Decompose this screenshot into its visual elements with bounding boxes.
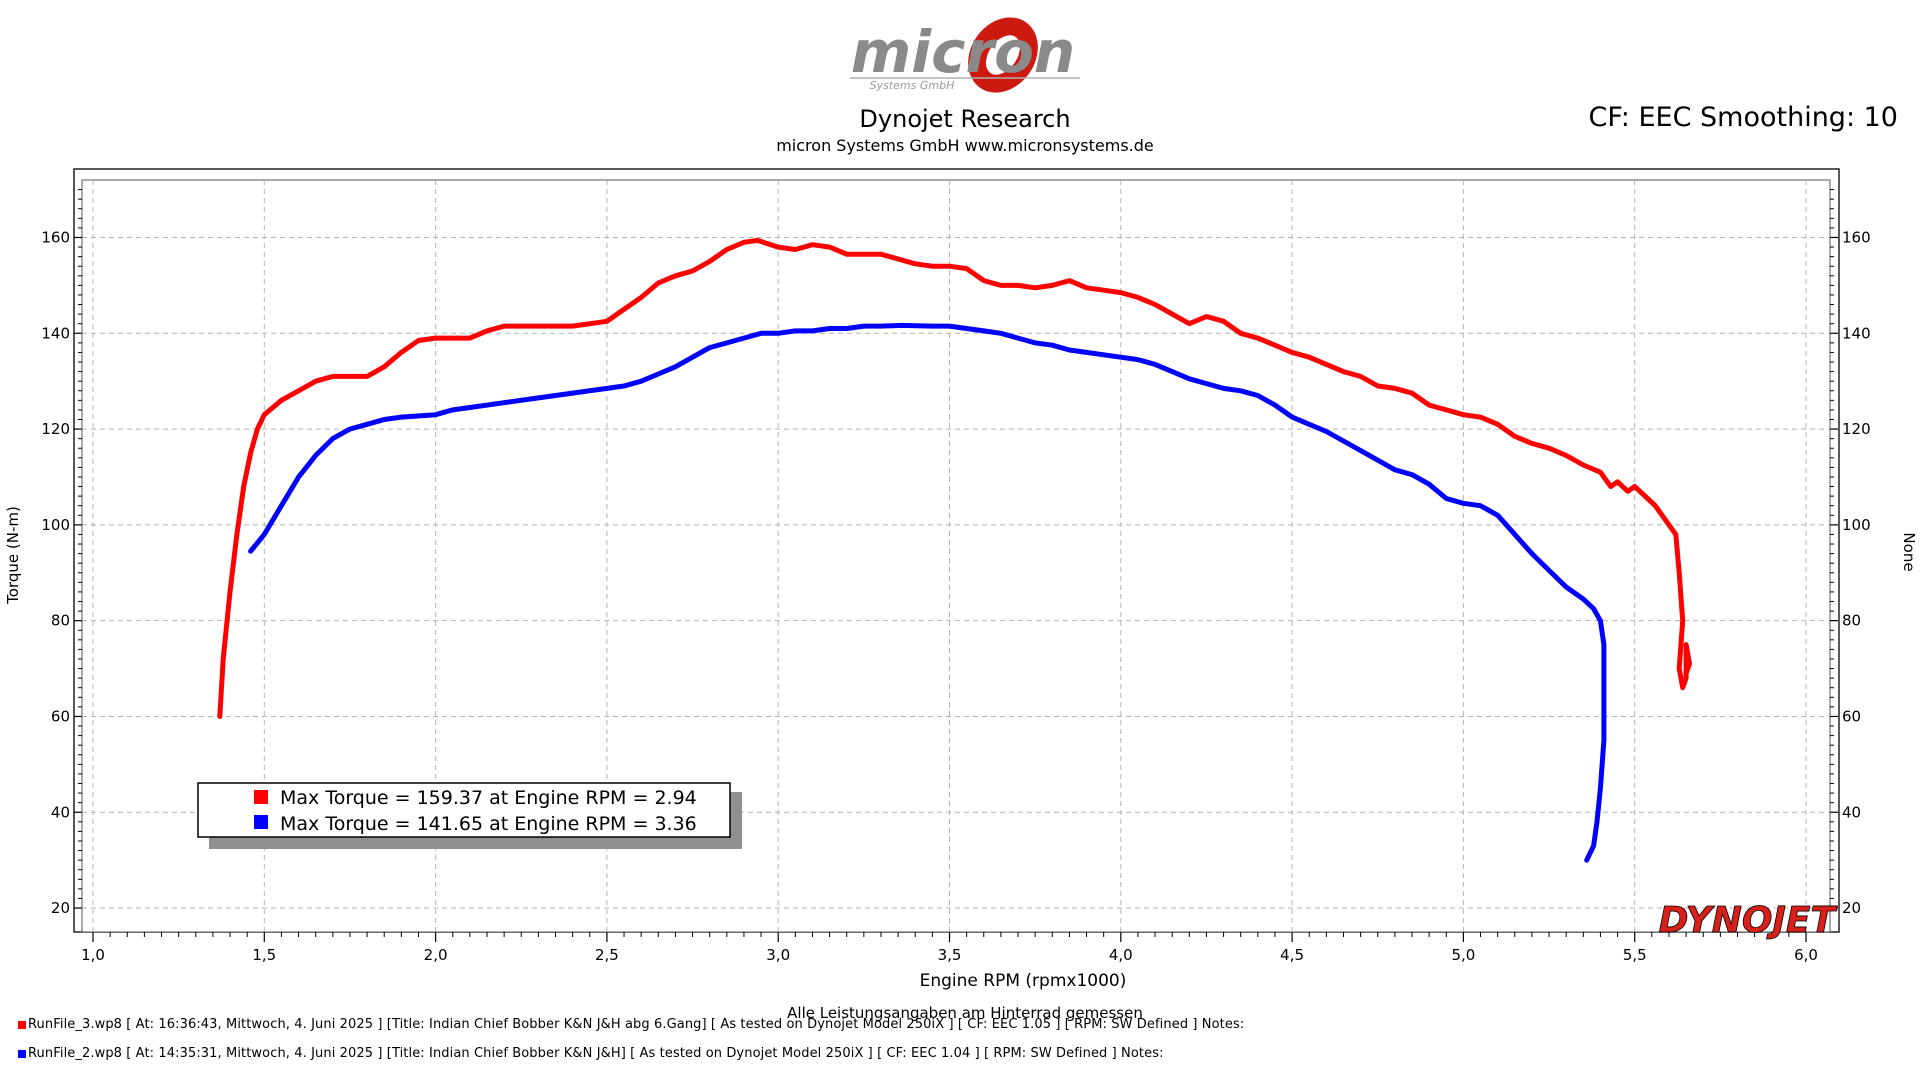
y-tick-label: 40 [51, 803, 70, 821]
y-tick-label: 100 [41, 516, 70, 534]
run-color-marker-blue [18, 1049, 26, 1058]
x-tick-label: 1,0 [81, 946, 105, 964]
y-tick-label: 80 [51, 612, 70, 630]
legend-entry-red: Max Torque = 159.37 at Engine RPM = 2.94 [280, 787, 697, 809]
series-layer [217, 237, 1692, 863]
logo-text: micron [851, 18, 1075, 86]
run-file-2-line: RunFile_2.wp8 [ At: 14:35:31, Mittwoch, … [18, 1046, 1164, 1061]
y-tick-label: 160 [41, 228, 70, 246]
legend-box [197, 782, 731, 838]
legend-swatch-blue [254, 815, 268, 829]
y2-tick-label: 60 [1842, 707, 1861, 725]
y2-tick-label: 40 [1842, 803, 1861, 821]
y-tick-label: 60 [51, 707, 70, 725]
x-tick-label: 3,0 [766, 946, 790, 964]
x-axis-label: Engine RPM (rpmx1000) [920, 971, 1127, 991]
x-tick-label: 4,0 [1109, 946, 1133, 964]
x-tick-label: 6,0 [1794, 946, 1818, 964]
x-axis: 1,0 1,5 2,0 2,5 3,0 3,5 4,0 4,5 5,0 5,5 6,0 [81, 932, 1818, 964]
logo-swoosh-inner [985, 35, 1021, 75]
series-line-blue [248, 322, 1607, 863]
run-color-marker-red [18, 1020, 26, 1029]
y-axis-right: 20 40 60 80 100 120 140 160 [1830, 189, 1871, 917]
y2-axis-label: None [1900, 532, 1918, 571]
x-tick-label: 4,5 [1280, 946, 1304, 964]
y-axis-left: 20 40 60 80 100 120 140 160 [41, 189, 82, 917]
y-axis-label: Torque (N-m) [4, 506, 22, 605]
series-line-red [217, 237, 1692, 719]
legend: Max Torque = 159.37 at Engine RPM = 2.94… [197, 782, 742, 849]
logo-subtext: Systems GmbH [870, 79, 955, 92]
x-tick-label: 3,5 [938, 946, 962, 964]
y-tick-label: 140 [41, 324, 70, 342]
y2-tick-label: 80 [1842, 612, 1861, 630]
y2-tick-label: 100 [1842, 516, 1871, 534]
y2-tick-label: 140 [1842, 324, 1871, 342]
x-tick-label: 2,0 [424, 946, 448, 964]
x-tick-label: 5,5 [1623, 946, 1647, 964]
x-tick-label: 2,5 [595, 946, 619, 964]
legend-entry-blue: Max Torque = 141.65 at Engine RPM = 3.36 [280, 813, 697, 835]
y2-tick-label: 120 [1842, 420, 1871, 438]
x-tick-label: 5,0 [1451, 946, 1475, 964]
run-file-2-text: RunFile_2.wp8 [ At: 14:35:31, Mittwoch, … [28, 1046, 1164, 1061]
cf-smoothing-label: CF: EEC Smoothing: 10 [1588, 102, 1899, 133]
x-tick-label: 1,5 [252, 946, 276, 964]
run-file-3-line: RunFile_3.wp8 [ At: 16:36:43, Mittwoch, … [18, 1017, 1244, 1032]
y-tick-label: 20 [51, 899, 70, 917]
chart-title: Dynojet Research [859, 105, 1070, 133]
dynojet-logo: DYNOJET [1659, 900, 1838, 941]
legend-swatch-red [254, 790, 268, 804]
chart-subtitle: micron Systems GmbH www.micronsystems.de [776, 136, 1154, 155]
y2-tick-label: 160 [1842, 228, 1871, 246]
micron-logo: micron Systems GmbH [850, 17, 1080, 93]
run-file-3-text: RunFile_3.wp8 [ At: 16:36:43, Mittwoch, … [28, 1017, 1245, 1032]
y2-tick-label: 20 [1842, 899, 1861, 917]
footer-note: Alle Leistungsangaben am Hinterrad gemes… [787, 1004, 1143, 1022]
y-tick-label: 120 [41, 420, 70, 438]
